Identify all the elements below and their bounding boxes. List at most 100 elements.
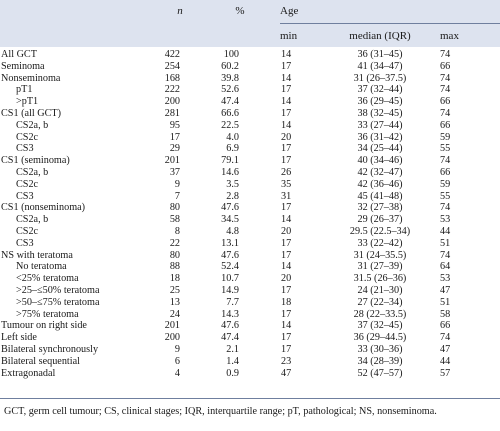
cell-min: 17 <box>281 332 292 344</box>
cell-n: 281 <box>164 107 180 119</box>
cell-n: 6 <box>174 355 180 367</box>
table-header: n % Age min median (IQR) max <box>0 0 500 47</box>
cell-min: 18 <box>281 296 292 308</box>
cell-median: 36 (29–45) <box>357 96 403 108</box>
cell-max: 66 <box>440 119 451 131</box>
cell-max: 58 <box>440 308 451 320</box>
cell-median: 31 (24–35.5) <box>353 249 407 261</box>
cell-median: 52 (47–57) <box>357 367 403 379</box>
cell-n: 88 <box>169 261 180 273</box>
row-label: pT1 <box>16 84 33 96</box>
cell-max: 66 <box>440 320 451 332</box>
cell-percent: 2.1 <box>226 343 239 355</box>
cell-n: 222 <box>164 84 180 96</box>
cell-percent: 52.6 <box>221 84 239 96</box>
cell-n: 24 <box>169 308 180 320</box>
cell-percent: 14.3 <box>221 308 239 320</box>
cell-min: 14 <box>281 261 292 273</box>
cell-percent: 10.7 <box>221 273 239 285</box>
cell-percent: 100 <box>223 49 239 60</box>
cell-min: 17 <box>281 343 292 355</box>
cell-percent: 22.5 <box>221 119 239 131</box>
cell-n: 22 <box>169 237 180 249</box>
row-label: CS2a, b <box>16 119 49 131</box>
cell-n: 8 <box>174 225 180 237</box>
cell-min: 17 <box>281 107 292 119</box>
cell-percent: 14.9 <box>221 284 239 296</box>
row-label: CS1 (all GCT) <box>1 107 61 119</box>
row-label: CS3 <box>16 237 34 249</box>
table-row: CS3 22 13.1 17 33 (22–42) 51 <box>0 238 500 250</box>
header-n: n <box>177 5 183 17</box>
header-age: Age <box>280 5 299 17</box>
cell-median: 29 (26–37) <box>357 214 403 226</box>
table-row: CS2a, b 58 34.5 14 29 (26–37) 53 <box>0 214 500 226</box>
cell-min: 31 <box>281 190 292 202</box>
cell-min: 14 <box>281 49 292 60</box>
cell-percent: 4.0 <box>226 131 239 143</box>
table-row: >pT1 200 47.4 14 36 (29–45) 66 <box>0 96 500 108</box>
cell-n: 37 <box>169 166 180 178</box>
cell-n: 7 <box>174 190 180 202</box>
table-row: >50–≤75% teratoma 13 7.7 18 27 (22–34) 51 <box>0 297 500 309</box>
cell-n: 9 <box>174 178 180 190</box>
table-row: Bilateral sequential 6 1.4 23 34 (28–39) 44 <box>0 356 500 368</box>
table-row: CS3 7 2.8 31 45 (41–48) 55 <box>0 191 500 203</box>
cell-min: 17 <box>281 249 292 261</box>
table-row: Extragonadal 4 0.9 47 52 (47–57) 57 <box>0 368 500 380</box>
cell-min: 20 <box>281 225 292 237</box>
cell-min: 17 <box>281 202 292 214</box>
table-row: Tumour on right side 201 47.6 14 37 (32–45) 6… <box>0 320 500 332</box>
header-median: median (IQR) <box>349 30 411 42</box>
cell-n: 18 <box>169 273 180 285</box>
table-row: CS2c 9 3.5 35 42 (36–46) 59 <box>0 179 500 191</box>
cell-median: 40 (34–46) <box>357 155 403 167</box>
cell-max: 74 <box>440 107 451 119</box>
cell-max: 47 <box>440 284 451 296</box>
row-label: >50–≤75% teratoma <box>16 296 100 308</box>
table-row: CS2a, b 95 22.5 14 33 (27–44) 66 <box>0 120 500 132</box>
cell-median: 36 (31–45) <box>357 49 403 60</box>
cell-median: 38 (32–45) <box>357 107 403 119</box>
cell-percent: 47.4 <box>221 96 239 108</box>
table-row: CS2c 17 4.0 20 36 (31–42) 59 <box>0 132 500 144</box>
row-label: >pT1 <box>16 96 39 108</box>
cell-min: 14 <box>281 96 292 108</box>
header-max: max <box>440 30 459 42</box>
cell-percent: 6.9 <box>226 143 239 155</box>
table-row: Left side 200 47.4 17 36 (29–44.5) 74 <box>0 332 500 344</box>
table-row: CS2c 8 4.8 20 29.5 (22.5–34) 44 <box>0 226 500 238</box>
table-row: >75% teratoma 24 14.3 17 28 (22–33.5) 58 <box>0 309 500 321</box>
cell-min: 17 <box>281 84 292 96</box>
row-label: CS1 (nonseminoma) <box>1 202 86 214</box>
cell-max: 51 <box>440 296 451 308</box>
cell-n: 9 <box>174 343 180 355</box>
cell-median: 37 (32–44) <box>357 84 403 96</box>
cell-max: 57 <box>440 367 451 379</box>
cell-median: 33 (22–42) <box>357 237 403 249</box>
cell-max: 66 <box>440 166 451 178</box>
cell-percent: 47.6 <box>221 320 239 332</box>
table-row: Bilateral synchronously 9 2.1 17 33 (30–36) 4… <box>0 344 500 356</box>
cell-n: 58 <box>169 214 180 226</box>
cell-min: 17 <box>281 284 292 296</box>
cell-min: 17 <box>281 308 292 320</box>
row-label: CS2c <box>16 178 39 190</box>
cell-percent: 7.7 <box>226 296 239 308</box>
table-row: No teratoma 88 52.4 14 31 (27–39) 64 <box>0 261 500 273</box>
cell-median: 31.5 (26–36) <box>353 273 407 285</box>
row-label: Seminoma <box>1 60 45 72</box>
cell-median: 24 (21–30) <box>357 284 403 296</box>
cell-percent: 2.8 <box>226 190 239 202</box>
cell-max: 53 <box>440 214 451 226</box>
cell-max: 74 <box>440 155 451 167</box>
row-label: >75% teratoma <box>16 308 79 320</box>
cell-n: 95 <box>169 119 180 131</box>
cell-max: 74 <box>440 84 451 96</box>
row-label: CS2a, b <box>16 214 49 226</box>
cell-max: 74 <box>440 202 451 214</box>
cell-min: 14 <box>281 214 292 226</box>
cell-percent: 13.1 <box>221 237 239 249</box>
table-row: <25% teratoma 18 10.7 20 31.5 (26–36) 53 <box>0 273 500 285</box>
cell-max: 53 <box>440 273 451 285</box>
